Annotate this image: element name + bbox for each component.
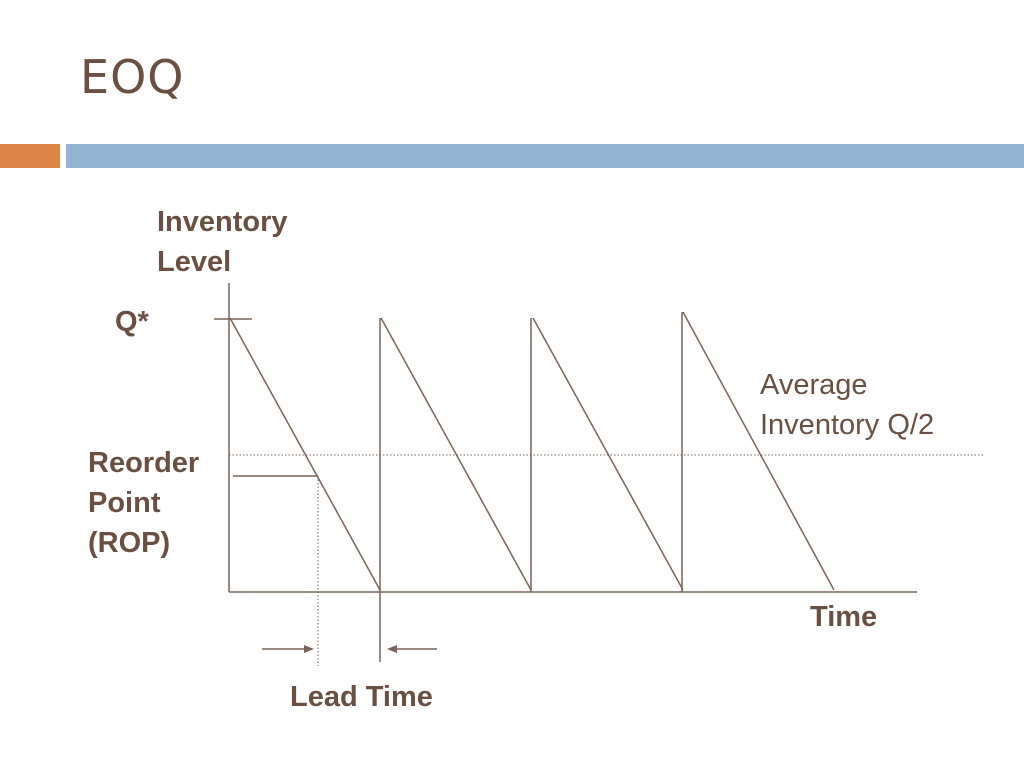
inventory-drop-1 [229,317,381,591]
x-axis-label: Time [810,601,877,633]
lead-time-arrowhead-left [304,645,314,653]
reorder-point-label: Reorder Point (ROP) [88,447,207,559]
inventory-drop-2 [380,317,532,591]
slide-title: EOQ [80,50,185,104]
lead-time-label: Lead Time [290,681,433,713]
inventory-drop-4 [682,311,835,591]
average-inventory-label: Average Inventory Q/2 [760,369,934,441]
q-star-label: Q* [115,306,150,338]
accent-bar-orange [0,144,60,168]
y-axis-label: Inventory Level [157,206,296,278]
inventory-drop-3 [532,317,684,591]
lead-time-arrowhead-right [387,645,397,653]
accent-bar-blue [66,144,1024,168]
